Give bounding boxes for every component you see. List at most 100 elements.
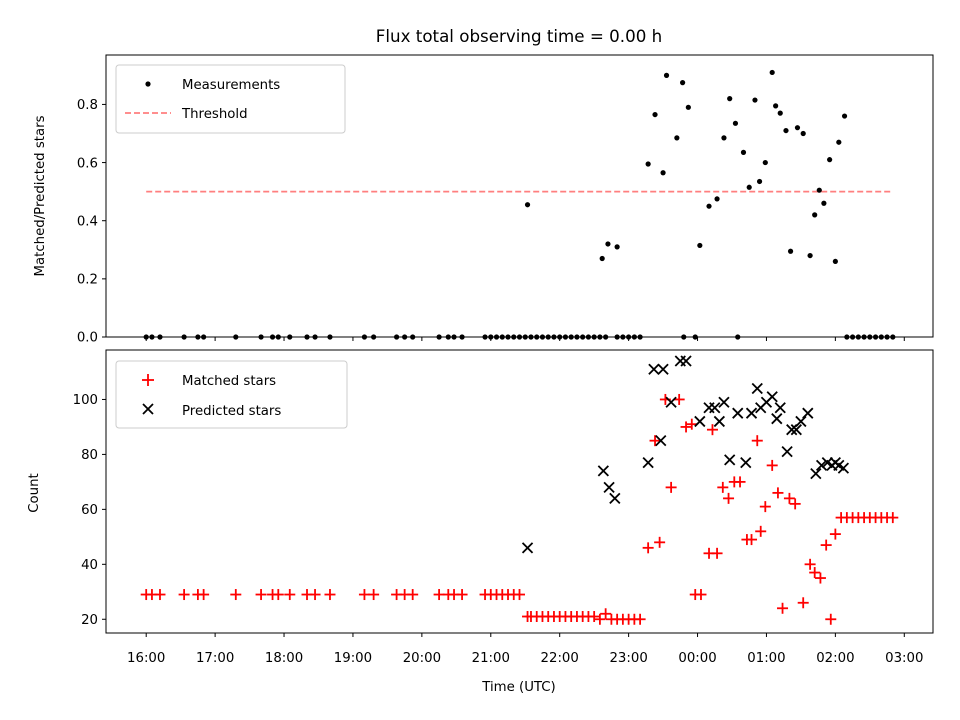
measurement-point: [631, 334, 637, 340]
measurement-point: [562, 334, 569, 340]
measurement-point: [861, 334, 867, 340]
y-tick-label: 0.4: [77, 214, 98, 229]
matched-stars-point: [649, 435, 661, 447]
measurement-point: [393, 334, 400, 340]
measurement-point: [841, 113, 848, 119]
measurement-point: [663, 72, 670, 78]
measurement-point: [812, 212, 818, 218]
matched-stars-point: [751, 435, 763, 447]
matched-stars-point: [272, 589, 284, 601]
predicted-stars-point: [795, 415, 807, 428]
measurement-point: [740, 149, 747, 155]
measurement-point: [787, 248, 794, 254]
measurement-point: [534, 334, 540, 340]
matched-stars-point: [887, 512, 899, 524]
predicted-stars-point: [802, 407, 814, 419]
measurement-point: [605, 241, 611, 247]
matched-stars-point: [456, 589, 468, 601]
measurement-point: [287, 334, 293, 340]
measurement-point: [580, 334, 586, 340]
measurement-point: [482, 334, 488, 340]
matched-stars-point: [230, 589, 242, 601]
predicted-stars-point: [709, 402, 721, 414]
measurement-point: [545, 334, 551, 340]
measurement-point: [614, 244, 620, 250]
measurement-point: [327, 334, 333, 340]
measurement-point: [371, 334, 377, 340]
predicted-stars-point: [766, 391, 778, 403]
measurement-point: [652, 111, 658, 118]
predicted-stars-point: [603, 481, 615, 494]
measurement-point: [727, 96, 733, 102]
predicted-stars-point: [790, 424, 802, 436]
measurement-point: [603, 334, 609, 340]
matched-stars-point: [594, 613, 606, 625]
measurement-point: [143, 334, 149, 340]
predicted-stars-point: [724, 454, 736, 466]
legend-measurements-label: Measurements: [182, 78, 280, 93]
measurement-point: [157, 334, 163, 340]
y-tick-label: 0.0: [77, 331, 98, 346]
matched-stars-point: [820, 539, 832, 551]
predicted-stars-point: [815, 459, 828, 472]
predicted-stars-point: [655, 435, 667, 447]
matched-stars-point: [686, 418, 698, 430]
measurement-point: [614, 334, 620, 340]
predicted-stars-point: [745, 407, 758, 419]
measurement-point: [800, 130, 806, 137]
measurement-point: [149, 334, 155, 340]
predicted-stars-point: [694, 415, 706, 428]
predicted-stars-point: [774, 402, 786, 414]
matched-stars-point: [783, 492, 795, 504]
measurement-point: [692, 334, 698, 340]
predicted-stars-point: [837, 462, 850, 474]
measurement-point: [855, 334, 861, 340]
measurement-point: [597, 334, 603, 340]
measurement-point: [557, 334, 563, 340]
measurement-point: [459, 334, 465, 340]
measurement-point: [620, 334, 626, 340]
measurement-point: [762, 159, 768, 166]
measurement-point: [844, 334, 850, 340]
measurement-point: [752, 97, 758, 103]
measurement-point: [488, 334, 494, 340]
top-panel-legend: Measurements Threshold: [115, 64, 346, 134]
x-tick-label: 16:00: [127, 651, 165, 666]
measurement-point: [269, 334, 276, 340]
y-tick-label: 80: [81, 448, 98, 463]
matched-stars-point: [255, 589, 267, 601]
matched-stars-point: [600, 608, 612, 620]
measurement-point: [769, 69, 775, 76]
x-tick-label: 00:00: [678, 651, 716, 666]
measurement-point: [714, 196, 720, 202]
measurement-point: [312, 334, 318, 340]
matched-stars-point: [284, 589, 296, 601]
matched-stars-point: [695, 589, 707, 601]
matched-stars-point: [368, 589, 380, 601]
x-tick-label: 18:00: [265, 651, 303, 666]
matched-stars-point: [734, 476, 746, 488]
predicted-stars-point: [810, 468, 822, 480]
matched-stars-point: [804, 558, 816, 570]
predicted-stars-point: [740, 457, 752, 469]
measurement-point: [735, 334, 741, 340]
measurement-point: [493, 334, 500, 340]
predicted-stars-point: [642, 457, 654, 469]
x-tick-label: 19:00: [334, 651, 372, 666]
measurement-point: [783, 127, 789, 134]
measurement-point: [361, 334, 368, 340]
measurement-point: [849, 334, 856, 340]
bottom-panel: 20 40 60 80 100 16:00 17:00 18:00 19:00 20:00 21:…: [27, 349, 934, 695]
x-tick-label: 02:00: [816, 651, 854, 666]
matched-stars-point: [797, 597, 809, 609]
top-panel-marks: [143, 69, 896, 340]
matched-stars-point: [777, 602, 789, 614]
measurement-point: [591, 334, 597, 340]
legend-measurements-marker: [145, 81, 151, 87]
matched-stars-point: [198, 589, 210, 601]
matched-stars-point: [772, 487, 784, 499]
measurement-point: [637, 334, 643, 340]
y-tick-label: 0.6: [77, 156, 98, 171]
predicted-stars-point: [713, 415, 725, 428]
